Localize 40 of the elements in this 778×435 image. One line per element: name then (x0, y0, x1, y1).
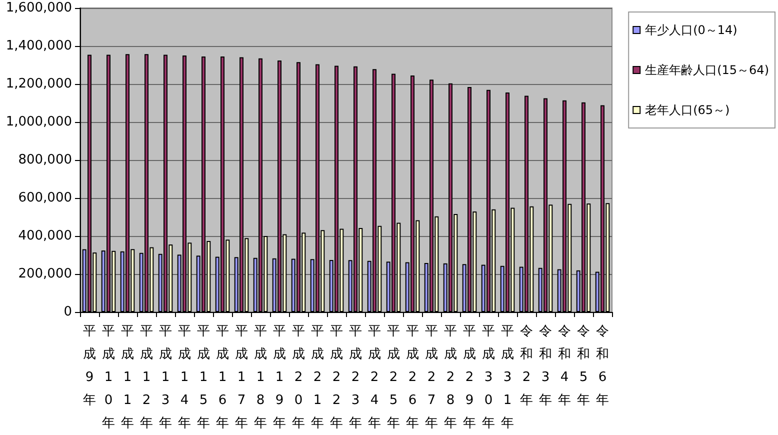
y-tick-label: 600,000 (18, 190, 72, 206)
x-tick-label: 平成22年 (330, 324, 343, 431)
x-tick-label: 平成30年 (482, 324, 495, 431)
y-tick-label: 1,400,000 (6, 38, 72, 54)
x-tick-label: 平成12年 (140, 324, 153, 431)
x-tick-label: 令和2年 (520, 324, 533, 408)
x-tick-label: 平成13年 (159, 324, 172, 431)
y-tick-label: 800,000 (18, 152, 72, 168)
y-tick-label: 1,200,000 (6, 76, 72, 92)
y-tick-label: 1,000,000 (6, 114, 72, 130)
y-tick-label: 400,000 (18, 228, 72, 244)
x-tick-label: 平成19年 (273, 324, 286, 431)
y-tick-label: 1,600,000 (6, 0, 72, 16)
x-tick-label: 平成29年 (463, 324, 476, 431)
x-tick-label: 平成17年 (235, 324, 248, 431)
x-tick-label: 平成23年 (349, 324, 362, 431)
legend-label: 生産年齢人口(15～64) (645, 63, 770, 77)
x-tick-label: 平成25年 (387, 324, 400, 431)
x-tick-label: 令和5年 (577, 324, 590, 408)
y-tick-label: 200,000 (18, 266, 72, 282)
x-tick-label: 平成16年 (216, 324, 229, 431)
legend-label: 年少人口(0～14) (645, 23, 738, 37)
y-tick-label: 0 (64, 304, 72, 320)
x-tick-label: 平成18年 (254, 324, 267, 431)
x-tick-label: 平成21年 (311, 324, 324, 431)
x-tick-label: 平成26年 (406, 324, 419, 431)
x-tick-label: 平成11年 (121, 324, 134, 431)
x-tick-label: 平成28年 (444, 324, 457, 431)
x-tick-label: 平成9年 (83, 324, 96, 408)
x-tick-label: 平成14年 (178, 324, 191, 431)
x-tick-label: 平成10年 (102, 324, 115, 431)
x-tick-label: 令和6年 (596, 324, 609, 408)
x-tick-label: 平成20年 (292, 324, 305, 431)
x-tick-label: 令和3年 (539, 324, 552, 408)
x-tick-label: 令和4年 (558, 324, 571, 408)
x-tick-label: 平成15年 (197, 324, 210, 431)
legend-label: 老年人口(65～) (645, 103, 730, 117)
x-tick-label: 平成31年 (501, 324, 514, 431)
x-tick-label: 平成27年 (425, 324, 438, 431)
x-tick-label: 平成24年 (368, 324, 381, 431)
